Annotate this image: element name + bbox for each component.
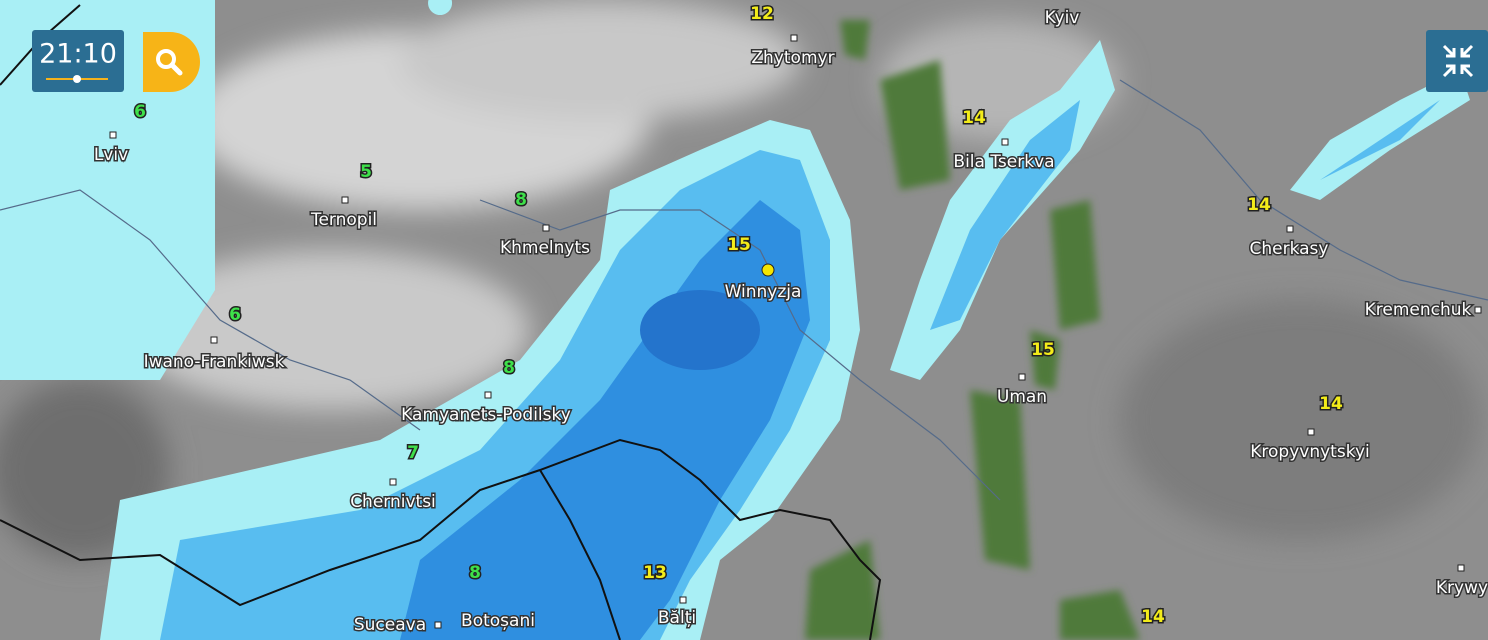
city-label: Winnyzja xyxy=(725,282,802,302)
land-patches xyxy=(805,20,1140,640)
city-label: Chernivtsi xyxy=(350,492,436,512)
temperature-label: 8 xyxy=(469,563,481,583)
city-label: Zhytomyr xyxy=(751,48,834,68)
temperature-label: 13 xyxy=(643,563,667,583)
labels: Lviv Ternopil Khmelnyts Zhytomyr Kyiv Bila Ts… xyxy=(92,3,1488,637)
temperature-label: 12 xyxy=(750,4,774,24)
city-label: Lviv xyxy=(94,145,128,165)
city-label: Botoșani xyxy=(461,611,535,631)
city-label: Khmelnyts xyxy=(500,238,590,258)
city-marker xyxy=(484,391,492,399)
city-marker xyxy=(1001,138,1009,146)
city-marker xyxy=(1018,373,1026,381)
temperature-label: 5 xyxy=(360,162,372,182)
city-marker xyxy=(210,336,218,344)
city-label: Krywy xyxy=(1436,578,1488,598)
time-box[interactable] xyxy=(32,30,124,92)
city-marker xyxy=(1457,564,1465,572)
city-marker xyxy=(542,224,550,232)
city-label: Kamyanets-Podilsky xyxy=(401,405,571,425)
temperature-label: 14 xyxy=(1247,195,1271,215)
city-marker xyxy=(389,478,397,486)
city-label: Kremenchuk xyxy=(1365,300,1472,320)
rain-band xyxy=(100,40,1470,640)
temperature-label: 6 xyxy=(229,305,241,325)
city-marker xyxy=(1286,225,1294,233)
city-marker xyxy=(109,131,117,139)
time-label: 21:10 xyxy=(39,39,117,70)
city-label: Suceava xyxy=(354,615,426,635)
lightning-marker xyxy=(761,263,775,277)
city-label: Bălți xyxy=(658,608,696,628)
city-marker xyxy=(434,621,442,629)
temperature-label: 8 xyxy=(503,358,515,378)
city-marker xyxy=(341,196,349,204)
temperature-label: 15 xyxy=(727,235,751,255)
fullscreen-button[interactable] xyxy=(1426,30,1488,92)
rain-spot xyxy=(428,0,453,15)
search-button[interactable] xyxy=(143,32,200,92)
temperature-label: 14 xyxy=(962,108,986,128)
city-marker xyxy=(1307,428,1315,436)
city-label: Cherkasy xyxy=(1250,239,1329,259)
temperature-label: 7 xyxy=(407,443,419,463)
city-label: Uman xyxy=(997,387,1047,407)
city-label: Bila Tserkva xyxy=(953,152,1054,172)
city-label: Iwano-Frankiwsk xyxy=(144,352,285,372)
temperature-label: 15 xyxy=(1031,340,1055,360)
city-label: Kyiv xyxy=(1045,8,1080,28)
temperature-label: 8 xyxy=(515,190,527,210)
temperature-label: 14 xyxy=(1319,394,1343,414)
city-marker xyxy=(790,34,798,42)
regional-borders xyxy=(0,79,1488,501)
city-marker xyxy=(1474,306,1482,314)
rain-light-west xyxy=(0,0,215,380)
city-label: Kropyvnytskyi xyxy=(1250,442,1369,462)
temperature-label: 6 xyxy=(134,102,146,122)
time-control[interactable]: 21:10 xyxy=(32,30,124,92)
city-label: Ternopil xyxy=(310,210,377,230)
city-marker xyxy=(679,596,687,604)
time-slider-knob[interactable] xyxy=(73,75,81,83)
temperature-label: 14 xyxy=(1141,607,1165,627)
